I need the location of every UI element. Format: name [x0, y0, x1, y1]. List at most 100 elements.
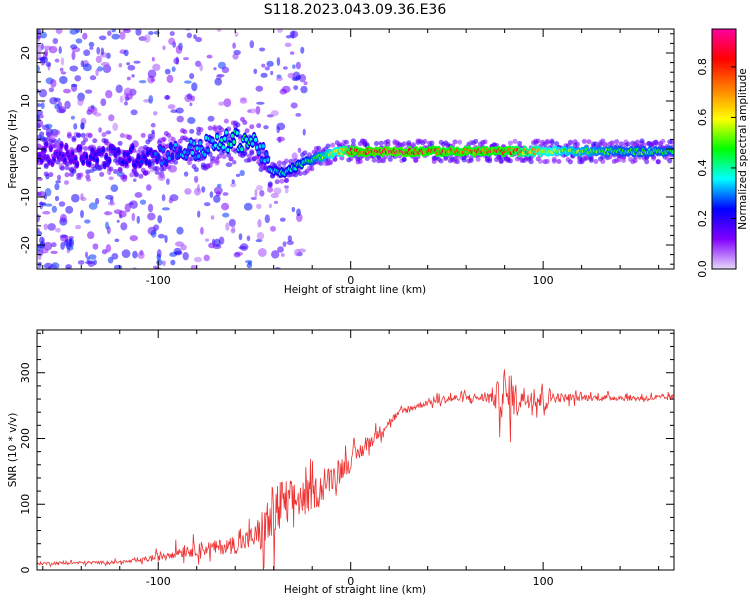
spectrogram-halo [182, 129, 188, 135]
y-tick-label: 0 [19, 567, 32, 574]
spectrogram-halo [343, 139, 349, 145]
spectrogram-noise-blob [151, 56, 155, 62]
spectrogram-noise-blob [291, 77, 300, 82]
spectrogram-noise-blob [257, 248, 267, 257]
spectrogram-ridge-core [130, 145, 135, 150]
spectrogram-halo [274, 179, 280, 185]
spectrogram-noise-blob [203, 254, 210, 262]
spectrogram-ridge-core [235, 130, 239, 135]
spectrogram-halo [667, 158, 673, 164]
spectrogram-ridge-core [49, 146, 53, 151]
spectrogram-noise-blob [295, 112, 302, 117]
spectrogram-noise-blob [47, 223, 56, 231]
spectrogram-noise-blob [221, 202, 230, 211]
colorbar-tick-label: 0.2 [696, 210, 709, 228]
spectrogram-halo [143, 170, 149, 176]
spectrogram-noise-blob [126, 76, 131, 81]
spectrogram-noise-blob [193, 175, 199, 183]
spectrogram-halo [108, 166, 114, 172]
spectrogram-halo [242, 120, 248, 126]
spectrogram-noise-blob [175, 45, 183, 55]
spectrogram-ridge-core [264, 152, 268, 157]
spectrogram-noise-blob [130, 109, 138, 116]
spectrogram-halo [438, 158, 444, 164]
spectrogram-ridge-core [254, 137, 258, 142]
spectrogram-noise-blob [161, 194, 166, 202]
spectrogram-halo [639, 138, 645, 144]
spectrogram-halo [64, 172, 70, 178]
spectrogram-halo [413, 157, 419, 163]
spectrogram-ridge-core [147, 161, 151, 166]
spectrogram-noise-blob [100, 47, 105, 56]
spectrogram-noise-blob [124, 203, 131, 213]
spectrogram-noise-blob [255, 85, 264, 92]
spectrogram-noise-blob [197, 210, 201, 218]
y-tick-label: 100 [19, 494, 32, 515]
spectrogram-halo [276, 160, 282, 166]
spectrogram-noise-blob [170, 259, 176, 266]
spectrogram-halo [117, 167, 123, 173]
spectrogram-ridge-core [250, 141, 255, 146]
spectrogram-noise-blob [281, 85, 291, 93]
spectrogram-noise-blob [87, 231, 95, 240]
colorbar-tick-label: 0.4 [696, 159, 709, 177]
spectrogram-noise-blob [132, 250, 138, 259]
spectrogram-halo [244, 128, 250, 134]
spectrogram-halo [512, 138, 518, 144]
spectrogram-halo [154, 165, 160, 171]
spectrogram-noise-blob [276, 57, 281, 66]
spectrogram-noise-blob [296, 208, 301, 217]
spectrogram-noise-blob [59, 75, 68, 85]
spectrogram-noise-blob [136, 215, 141, 224]
spectrogram-noise-blob [35, 24, 43, 28]
spectrogram-halo [221, 154, 227, 160]
spectrogram-noise-blob [259, 47, 266, 52]
spectrogram-noise-blob [63, 88, 71, 94]
spectrogram-noise-blob [166, 74, 174, 84]
spectrogram-noise-blob [232, 42, 236, 49]
spectrogram-noise-blob [45, 61, 52, 67]
spectrogram-halo [92, 138, 98, 144]
spectrogram-halo [454, 159, 460, 165]
colorbar-tick-label: 0.0 [696, 260, 709, 278]
spectrogram-halo [482, 139, 488, 145]
spectrogram-ridge-core [75, 162, 79, 167]
spectrogram-noise-blob [111, 33, 121, 40]
spectrogram-noise-blob [300, 85, 308, 94]
spectrogram-halo [660, 138, 666, 144]
figure-title: S118.2023.043.09.36.E36 [264, 2, 447, 18]
spectrogram-halo [517, 140, 523, 146]
spectrogram-halo [309, 166, 315, 172]
spectrogram-noise-blob [37, 29, 41, 32]
spectrogram-noise-blob [157, 173, 166, 181]
spectrogram-halo [634, 139, 640, 145]
spectrogram-noise-blob [189, 102, 193, 107]
colorbar-tick-label: 0.8 [696, 58, 709, 76]
spectrogram-noise-blob [123, 101, 128, 106]
spectrogram-noise-blob [60, 57, 65, 66]
spectrogram-noise-blob [266, 60, 274, 67]
y-tick-label: -20 [19, 236, 32, 254]
spectrogram-noise-blob [150, 122, 156, 128]
spectrogram-noise-blob [128, 202, 134, 206]
spectrogram-noise-blob [60, 241, 65, 250]
spectrogram-halo [43, 171, 49, 177]
x-tick-label: -100 [146, 274, 171, 287]
spectrogram-halo [242, 151, 248, 157]
spectrogram-noise-blob [87, 260, 95, 267]
spectrogram-ridge-core [95, 158, 99, 163]
spectrogram-halo [350, 138, 356, 144]
spectrogram-noise-blob [271, 250, 280, 259]
spectrogram-noise-blob [282, 66, 288, 70]
spectrogram-ridge-core [73, 156, 78, 161]
spectrogram-halo [64, 165, 70, 171]
spectrogram-noise-blob [123, 49, 129, 57]
spectrogram-noise-blob [67, 245, 74, 251]
spectrogram-halo [614, 139, 620, 145]
spectrogram-content [35, 24, 674, 269]
spectrogram-noise-blob [294, 248, 301, 257]
spectrogram-ridge-core [69, 158, 73, 163]
spectrogram-ridge-core [93, 152, 98, 157]
spectrogram-noise-blob [105, 130, 112, 135]
spectrogram-halo [544, 158, 550, 164]
